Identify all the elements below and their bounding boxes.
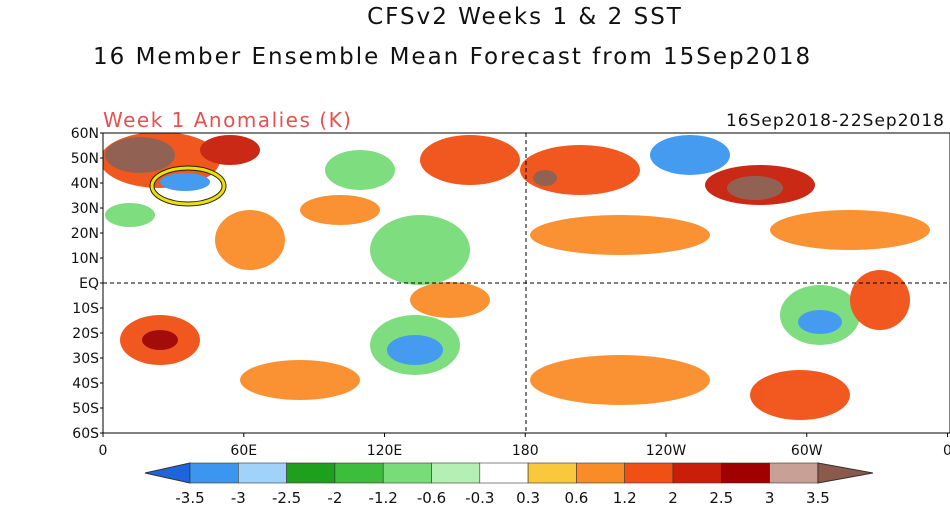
lat-label: EQ bbox=[79, 276, 99, 292]
lon-label: 60E bbox=[230, 443, 257, 459]
lon-label: 120W bbox=[646, 443, 687, 459]
lat-label: 40N bbox=[71, 176, 99, 192]
colorbar-label: -2.5 bbox=[272, 489, 301, 507]
lat-label: 60S bbox=[72, 426, 99, 442]
colorbar-box bbox=[382, 462, 432, 484]
colorbar-label: -3.5 bbox=[175, 489, 204, 507]
colorbar-label: -1.2 bbox=[369, 489, 398, 507]
colorbar-box bbox=[431, 462, 481, 484]
date-range: 16Sep2018-22Sep2018 bbox=[726, 111, 945, 131]
lon-label: 0 bbox=[943, 443, 950, 459]
colorbar-box bbox=[769, 462, 819, 484]
lat-label: 50N bbox=[71, 151, 99, 167]
lat-label: 30N bbox=[71, 201, 99, 217]
colorbar-box bbox=[527, 462, 577, 484]
lon-label: 180 bbox=[512, 443, 539, 459]
lon-label: 0 bbox=[99, 443, 108, 459]
colorbar-label: -3 bbox=[231, 489, 246, 507]
colorbar-box bbox=[479, 462, 529, 484]
colorbar-label: 3 bbox=[765, 489, 775, 507]
colorbar-label: 1.2 bbox=[613, 489, 637, 507]
colorbar-label: -0.6 bbox=[417, 489, 446, 507]
lat-label: 20N bbox=[71, 226, 99, 242]
panel-label: Week 1 Anomalies (K) bbox=[103, 108, 352, 132]
lon-label: 60W bbox=[791, 443, 823, 459]
title: CFSv2 Weeks 1 & 2 SST bbox=[367, 4, 683, 30]
colorbar-label: 0.3 bbox=[516, 489, 540, 507]
lat-label: 10S bbox=[72, 301, 99, 317]
colorbar-label: -0.3 bbox=[465, 489, 494, 507]
lat-label: 40S bbox=[72, 376, 99, 392]
colorbar-box bbox=[189, 462, 239, 484]
colorbar-label: 3.5 bbox=[806, 489, 830, 507]
colorbar-box bbox=[720, 462, 770, 484]
colorbar-label: 0.6 bbox=[564, 489, 588, 507]
lat-label: 10N bbox=[71, 251, 99, 267]
anomaly-field bbox=[103, 133, 950, 433]
subtitle: 16 Member Ensemble Mean Forecast from 15… bbox=[93, 44, 812, 70]
lon-label: 120E bbox=[367, 443, 403, 459]
colorbar-label: 2 bbox=[668, 489, 678, 507]
lat-label: 20S bbox=[72, 326, 99, 342]
colorbar-box bbox=[238, 462, 287, 484]
colorbar-box bbox=[576, 462, 626, 484]
colorbar-arrow bbox=[817, 462, 873, 484]
colorbar-arrow bbox=[144, 462, 191, 484]
colorbar-box bbox=[286, 462, 336, 484]
lat-label: 50S bbox=[72, 401, 99, 417]
colorbar-label: -2 bbox=[327, 489, 342, 507]
colorbar-label: 2.5 bbox=[709, 489, 733, 507]
lat-label: 60N bbox=[71, 126, 99, 142]
colorbar-box bbox=[334, 462, 384, 484]
lat-label: 30S bbox=[72, 351, 99, 367]
colorbar-box bbox=[672, 462, 722, 484]
colorbar-box bbox=[624, 462, 674, 484]
highlight-circle bbox=[150, 166, 226, 206]
